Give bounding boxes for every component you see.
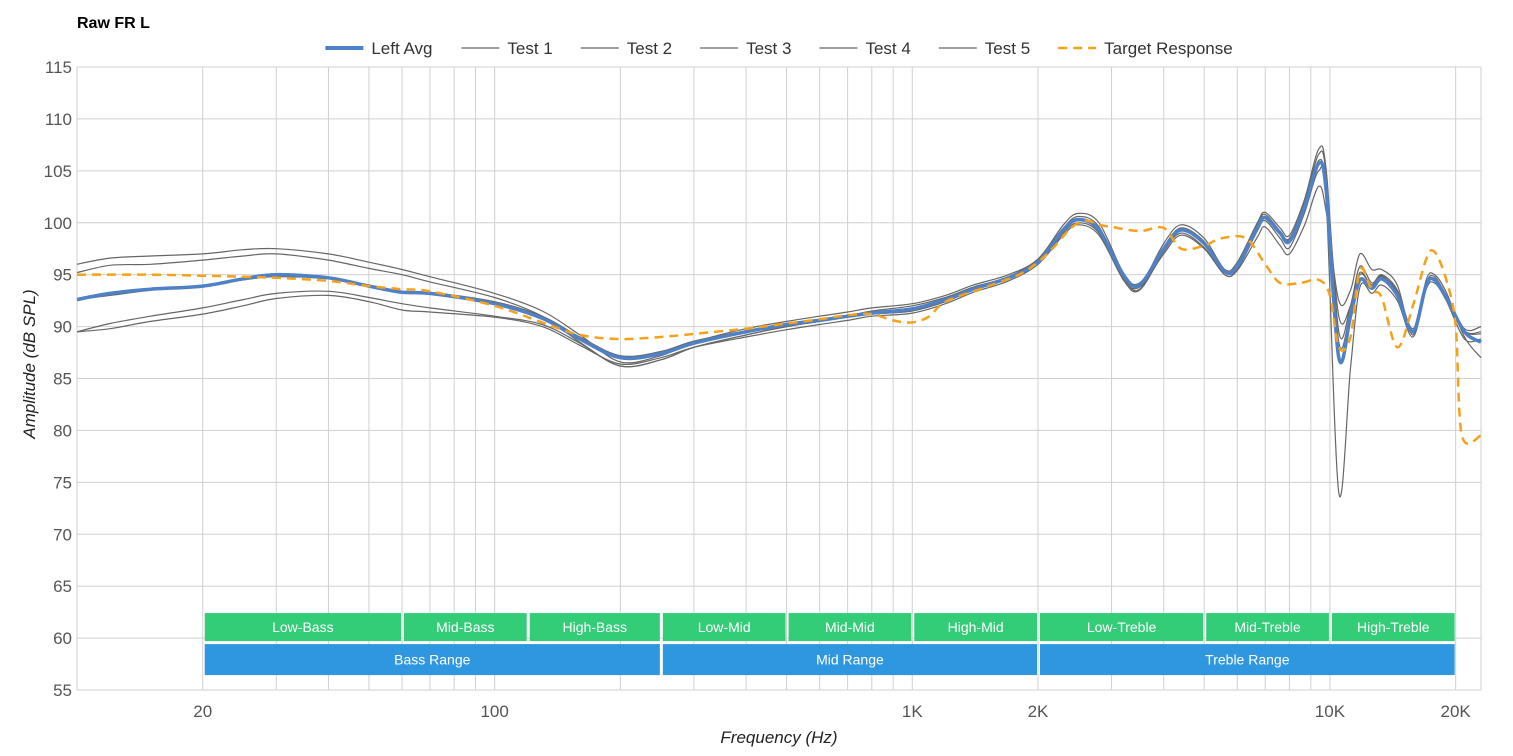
x-tick-label: 1K xyxy=(902,702,923,721)
sub-range-band xyxy=(529,613,660,642)
sub-range-band xyxy=(1206,613,1329,642)
y-axis-label: Amplitude (dB SPL) xyxy=(20,289,39,439)
series-lines xyxy=(76,145,1482,498)
y-tick-label: 90 xyxy=(53,318,72,337)
x-tick-label: 10K xyxy=(1315,702,1346,721)
y-tick-label: 65 xyxy=(53,577,72,596)
legend-label: Left Avg xyxy=(371,39,432,58)
y-tick-label: 95 xyxy=(53,266,72,285)
sub-range-band-label: Mid-Bass xyxy=(436,619,494,635)
sub-range-band-label: High-Treble xyxy=(1357,619,1430,635)
x-tick-label: 20 xyxy=(193,702,212,721)
sub-range-band xyxy=(788,613,912,642)
sub-range-band xyxy=(914,613,1038,642)
legend-label: Test 1 xyxy=(507,39,552,58)
series-line-left-avg xyxy=(76,160,1482,365)
chart-title: Raw FR L xyxy=(77,15,150,32)
legend: Left Avg Test 1 Test 2 Test 3 Test 4 Test 5 Ta… xyxy=(325,39,1233,58)
legend-label: Test 4 xyxy=(865,39,910,58)
y-tick-label: 115 xyxy=(45,58,72,77)
x-tick-label: 20K xyxy=(1441,702,1472,721)
series-line-test-1 xyxy=(76,145,1482,364)
sub-range-band xyxy=(403,613,527,642)
x-axis-label: Frequency (Hz) xyxy=(720,728,837,747)
y-tick-label: 60 xyxy=(53,629,72,648)
sub-range-band xyxy=(1331,613,1455,642)
range-band xyxy=(1040,644,1455,676)
x-tick-label: 100 xyxy=(480,702,508,721)
legend-label: Test 2 xyxy=(627,39,672,58)
sub-range-band-label: Low-Mid xyxy=(698,619,751,635)
y-tick-label: 105 xyxy=(44,162,72,181)
sub-range-band-label: Mid-Mid xyxy=(825,619,875,635)
sub-range-band-label: Low-Treble xyxy=(1087,619,1157,635)
sub-range-band-label: High-Mid xyxy=(948,619,1004,635)
x-tick-label: 2K xyxy=(1028,702,1049,721)
sub-range-band xyxy=(204,613,401,642)
range-band-label: Treble Range xyxy=(1205,652,1290,668)
sub-range-band-label: Low-Bass xyxy=(272,619,333,635)
range-band-label: Bass Range xyxy=(394,652,470,668)
legend-label: Test 5 xyxy=(985,39,1030,58)
range-band xyxy=(204,644,660,676)
y-tick-label: 80 xyxy=(53,421,72,440)
grid xyxy=(76,66,1482,691)
series-line-target-response xyxy=(76,219,1482,445)
sub-range-band xyxy=(1040,613,1204,642)
axis-ticks: 55 60 65 70 75 80 85 90 95 100 105 110 115 20 100 1K 2K 1… xyxy=(44,58,1472,721)
series-line-test-4 xyxy=(76,185,1482,366)
legend-label: Test 3 xyxy=(746,39,791,58)
y-tick-label: 70 xyxy=(53,525,72,544)
sub-range-band xyxy=(662,613,786,642)
sub-range-band-label: Mid-Treble xyxy=(1234,619,1301,635)
range-band xyxy=(662,644,1038,676)
y-tick-label: 110 xyxy=(45,110,72,129)
y-tick-label: 55 xyxy=(53,681,72,700)
y-tick-label: 75 xyxy=(53,473,72,492)
series-line-test-2 xyxy=(76,150,1482,368)
y-tick-label: 100 xyxy=(44,214,72,233)
series-line-test-3 xyxy=(76,164,1482,498)
y-tick-label: 85 xyxy=(53,370,72,389)
range-bands: Low-Bass Mid-Bass High-Bass Low-Mid Mid-Mid H… xyxy=(204,613,1455,676)
legend-label: Target Response xyxy=(1104,39,1233,58)
range-band-label: Mid Range xyxy=(816,652,884,668)
sub-range-band-label: High-Bass xyxy=(562,619,627,635)
